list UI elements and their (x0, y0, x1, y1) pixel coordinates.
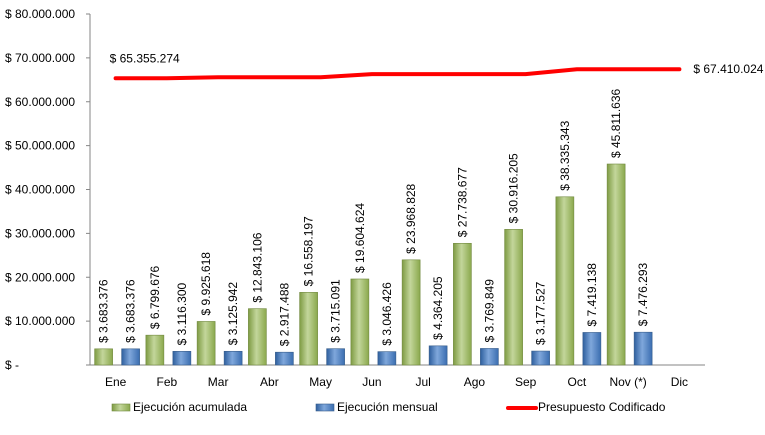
x-tick-label: Jun (362, 375, 381, 389)
bar-monthly (275, 351, 294, 366)
bar-accumulated (248, 308, 267, 366)
data-label-accumulated: $ 45.811.636 (609, 88, 623, 158)
data-label-accumulated: $ 27.738.677 (455, 167, 469, 237)
data-label-accumulated: $ 16.558.197 (302, 216, 316, 286)
legend-item-budget: Presupuesto Codificado (506, 400, 666, 414)
legend-swatch-monthly (315, 403, 335, 412)
bar-accumulated (94, 348, 113, 366)
bar-accumulated (453, 242, 472, 366)
bar-monthly (326, 348, 345, 366)
data-label-monthly: $ 3.125.942 (226, 282, 240, 346)
data-label-accumulated: $ 12.843.106 (250, 232, 264, 302)
x-tick-label: Ago (464, 375, 486, 389)
data-label-monthly: $ 3.177.527 (534, 281, 548, 345)
y-tick-label: $ 70.000.000 (5, 51, 75, 65)
y-tick-label: $ 60.000.000 (5, 95, 75, 109)
x-axis: Ene Feb Mar Abr May Jun Jul Ago Sep Oct Nov (*) Dic (90, 364, 705, 389)
budget-line (113, 67, 682, 81)
bar-accumulated (555, 196, 575, 366)
data-label-monthly: $ 3.683.376 (124, 279, 138, 343)
y-axis: $ - $ 10.000.000 $ 20.000.000 $ 30.000.000 $… (5, 7, 91, 372)
legend-label-accumulated: Ejecución acumulada (133, 400, 247, 414)
bar-monthly (377, 351, 397, 366)
bar-monthly (582, 332, 602, 366)
x-tick-label: Abr (260, 375, 279, 389)
legend-item-monthly: Ejecución mensual (315, 400, 438, 414)
data-label-monthly: $ 2.917.488 (277, 282, 291, 346)
data-label-monthly: $ 7.419.138 (585, 263, 599, 327)
budget-start-label: $ 65.355.274 (110, 51, 180, 65)
bar-monthly (531, 350, 550, 366)
bar-monthly (480, 348, 499, 366)
legend-label-budget: Presupuesto Codificado (538, 400, 666, 414)
y-tick-label: $ - (5, 358, 19, 372)
data-label-monthly: $ 3.116.300 (175, 282, 189, 345)
y-tick-label: $ 50.000.000 (5, 139, 75, 153)
data-label-monthly: $ 4.364.205 (431, 276, 445, 340)
y-tick-label: $ 10.000.000 (5, 314, 75, 328)
data-label-accumulated: $ 30.916.205 (507, 153, 521, 223)
x-tick-label: Dic (671, 375, 688, 389)
bar-accumulated (196, 321, 216, 366)
bar-accumulated (299, 292, 318, 366)
bar-accumulated (606, 163, 626, 366)
y-tick-label: $ 30.000.000 (5, 226, 75, 240)
legend-item-accumulated: Ejecución acumulada (111, 400, 247, 414)
x-tick-label: Mar (208, 375, 229, 389)
legend: Ejecución acumulada Ejecución mensual Pr… (111, 400, 666, 414)
bar-monthly (428, 345, 448, 366)
bar-accumulated (145, 334, 165, 366)
budget-line-group: $ 65.355.274 $ 67.410.024 (110, 51, 764, 81)
data-label-accumulated: $ 6.799.676 (148, 265, 162, 329)
y-tick-label: $ 80.000.000 (5, 7, 75, 21)
data-label-monthly: $ 3.715.091 (329, 279, 343, 343)
x-tick-label: Ene (105, 375, 127, 389)
legend-label-monthly: Ejecución mensual (337, 400, 438, 414)
data-label-monthly: $ 3.046.426 (380, 282, 394, 346)
data-label-accumulated: $ 9.925.618 (199, 252, 213, 316)
data-labels: $ 3.683.376 $ 6.799.676 $ 9.925.618 $ 12.84… (97, 88, 651, 346)
bars (94, 163, 653, 366)
y-tick-label: $ 40.000.000 (5, 183, 75, 197)
x-tick-label: Feb (157, 375, 178, 389)
x-tick-label: May (309, 375, 332, 389)
y-tick-label: $ 20.000.000 (5, 270, 75, 284)
x-tick-label: Sep (515, 375, 537, 389)
x-tick-label: Jul (415, 375, 430, 389)
data-label-accumulated: $ 19.604.624 (353, 203, 367, 273)
bar-accumulated (504, 229, 523, 366)
bar-accumulated (350, 278, 370, 366)
bar-monthly (121, 348, 140, 366)
data-label-monthly: $ 7.476.293 (636, 262, 650, 326)
budget-end-label: $ 67.410.024 (693, 62, 763, 76)
legend-swatch-accumulated (111, 403, 131, 412)
bar-monthly (633, 331, 653, 366)
data-label-monthly: $ 3.769.849 (482, 279, 496, 343)
x-tick-label: Nov (*) (609, 375, 646, 389)
x-tick-label: Oct (568, 375, 587, 389)
bar-monthly (172, 351, 192, 366)
bar-accumulated (401, 259, 421, 366)
bar-monthly (223, 350, 243, 366)
data-label-accumulated: $ 3.683.376 (97, 279, 111, 343)
data-label-accumulated: $ 38.335.343 (558, 120, 572, 190)
data-label-accumulated: $ 23.968.828 (404, 183, 418, 253)
